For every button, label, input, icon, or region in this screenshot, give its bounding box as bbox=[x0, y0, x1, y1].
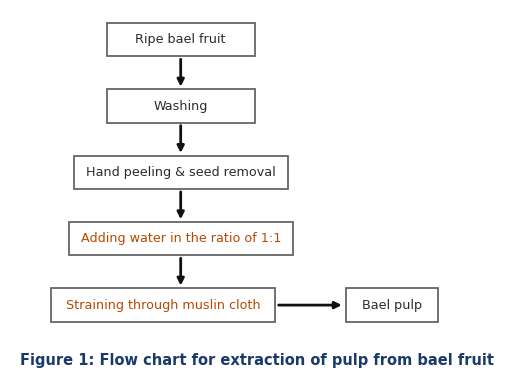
Text: Adding water in the ratio of 1:1: Adding water in the ratio of 1:1 bbox=[80, 232, 281, 245]
FancyBboxPatch shape bbox=[51, 288, 275, 322]
Text: Bael pulp: Bael pulp bbox=[362, 299, 422, 312]
Text: Straining through muslin cloth: Straining through muslin cloth bbox=[66, 299, 260, 312]
Text: Washing: Washing bbox=[154, 100, 208, 113]
FancyBboxPatch shape bbox=[107, 89, 254, 123]
Text: Hand peeling & seed removal: Hand peeling & seed removal bbox=[86, 166, 275, 179]
FancyBboxPatch shape bbox=[74, 156, 288, 189]
Text: Figure 1: Flow chart for extraction of pulp from bael fruit: Figure 1: Flow chart for extraction of p… bbox=[20, 352, 494, 368]
FancyBboxPatch shape bbox=[107, 23, 254, 56]
FancyBboxPatch shape bbox=[346, 288, 438, 322]
FancyBboxPatch shape bbox=[69, 222, 293, 255]
Text: Ripe bael fruit: Ripe bael fruit bbox=[135, 33, 226, 46]
